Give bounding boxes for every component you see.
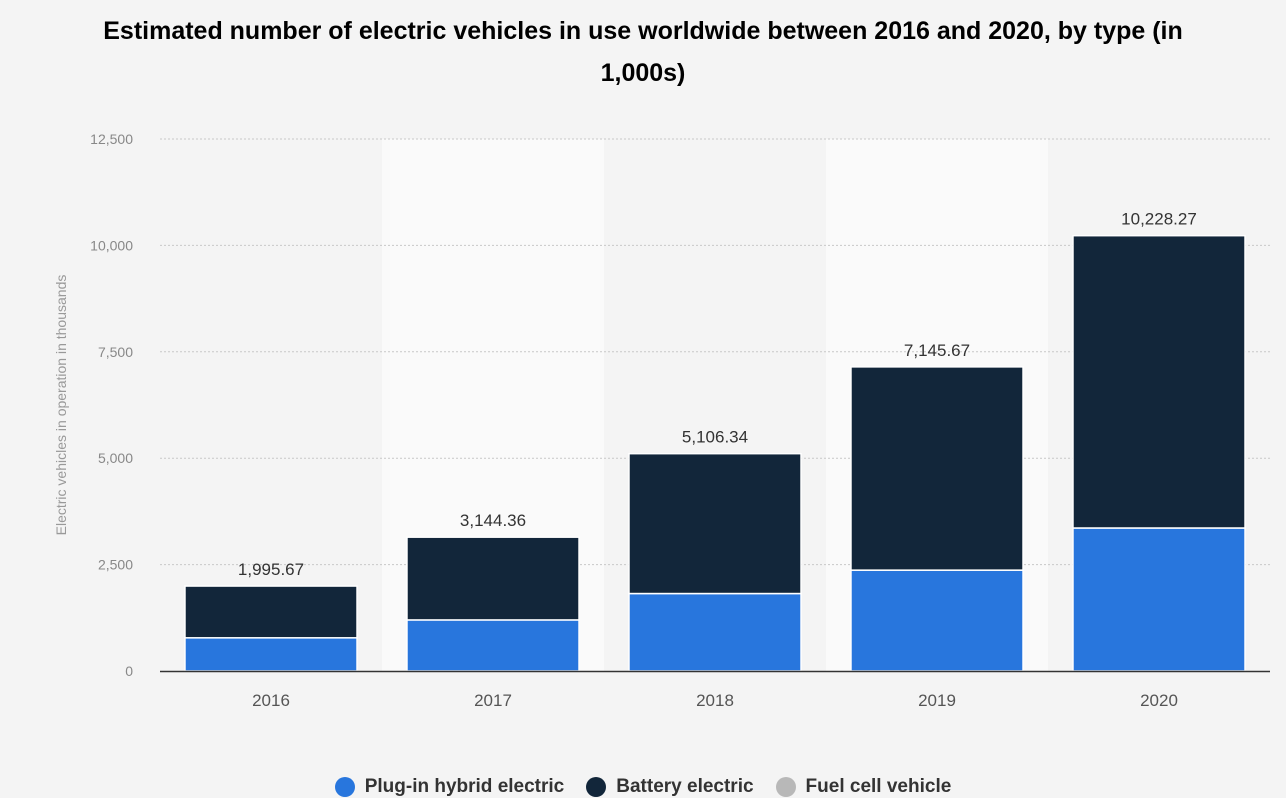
- bar-segment[interactable]: [1072, 527, 1246, 672]
- legend-label: Battery electric: [616, 776, 754, 797]
- bar-segment[interactable]: [406, 536, 580, 621]
- data-label: 1,995.67: [238, 560, 304, 579]
- labels: 0 2,500 5,000 7,500 10,000 12,500 1,995.67 2016…: [90, 131, 1197, 710]
- data-label: 5,106.34: [682, 428, 748, 447]
- bar-segment[interactable]: [850, 569, 1024, 672]
- legend-item-plug-in-hybrid[interactable]: Plug-in hybrid electric: [334, 776, 565, 798]
- x-tick-label: 2020: [1140, 691, 1178, 710]
- bar-segment[interactable]: [628, 592, 802, 672]
- legend-swatch: [334, 777, 355, 797]
- data-label: 3,144.36: [460, 511, 526, 530]
- y-tick-label: 12,500: [90, 131, 133, 147]
- data-label: 7,145.67: [904, 341, 970, 360]
- data-label: 10,228.27: [1121, 210, 1197, 229]
- legend-label: Plug-in hybrid electric: [364, 776, 565, 797]
- y-tick-label: 7,500: [98, 344, 133, 360]
- legend-swatch: [586, 777, 607, 797]
- legend-label: Fuel cell vehicle: [805, 776, 952, 797]
- bar-segment[interactable]: [1072, 234, 1246, 529]
- x-tick-label: 2018: [696, 691, 734, 710]
- y-tick-label: 10,000: [90, 237, 133, 253]
- bar-segment[interactable]: [850, 366, 1024, 571]
- legend-swatch: [775, 777, 796, 797]
- y-tick-label: 2,500: [98, 557, 133, 573]
- legend-item-battery-electric[interactable]: Battery electric: [586, 776, 754, 798]
- x-tick-label: 2019: [918, 691, 956, 710]
- y-tick-label: 5,000: [98, 450, 133, 466]
- bar-segment[interactable]: [628, 452, 802, 595]
- x-tick-label: 2017: [474, 691, 512, 710]
- bar-segment[interactable]: [184, 585, 358, 639]
- legend: Plug-in hybrid electric Battery electric…: [0, 776, 1286, 798]
- x-tick-label: 2016: [252, 691, 290, 710]
- bar-segment[interactable]: [184, 637, 358, 672]
- chart-title: Estimated number of electric vehicles in…: [103, 17, 1183, 87]
- bars: [184, 234, 1246, 672]
- bar-segment[interactable]: [406, 619, 580, 672]
- y-tick-label: 0: [125, 663, 133, 679]
- legend-item-fuel-cell[interactable]: Fuel cell vehicle: [775, 776, 952, 798]
